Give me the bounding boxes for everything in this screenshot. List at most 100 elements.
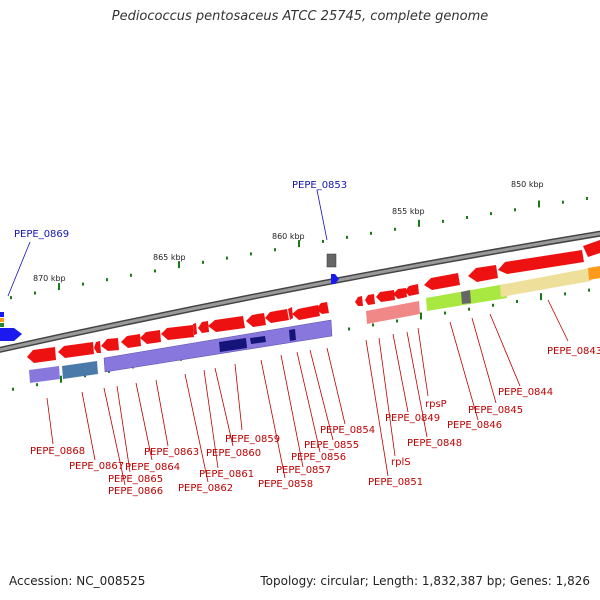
- label-PEPE-0866[interactable]: PEPE_0866: [108, 486, 163, 497]
- cog-bar-navy-2: [250, 336, 266, 344]
- cog-bar-orange: [588, 266, 600, 280]
- scale-tick: [466, 215, 468, 219]
- label-PEPE-0848[interactable]: PEPE_0848: [407, 438, 462, 449]
- label-PEPE-0863[interactable]: PEPE_0863: [144, 447, 199, 458]
- cog-bar-steel: [62, 361, 98, 379]
- scale-tick: [298, 240, 300, 248]
- scale-tick: [274, 248, 276, 252]
- gene-PEPE-0854[interactable]: [292, 305, 320, 320]
- gene-PEPE-0846[interactable]: [424, 273, 460, 290]
- scale-tick: [586, 196, 588, 200]
- gene-PEPE-0869[interactable]: [0, 328, 22, 341]
- label-PEPE-0861[interactable]: PEPE_0861: [199, 469, 254, 480]
- backbone-highlight: [0, 232, 600, 352]
- scale-tick: [540, 293, 542, 301]
- label-rpsP[interactable]: rpsP: [425, 399, 447, 410]
- scale-tick: [34, 291, 36, 295]
- cog-bar-navy-1: [219, 338, 247, 352]
- label-PEPE-0862[interactable]: PEPE_0862: [178, 483, 233, 494]
- cog-bar-pink: [366, 301, 420, 324]
- scale-tick: [348, 327, 350, 331]
- scale-tick: [538, 200, 540, 208]
- scale-tick: [58, 283, 60, 291]
- scale-tick: [370, 231, 372, 235]
- scale-tick: [10, 296, 12, 300]
- label-PEPE-0867[interactable]: PEPE_0867: [69, 461, 124, 472]
- gene-PEPE-0864[interactable]: [101, 338, 119, 351]
- scale-tick: [394, 227, 396, 231]
- label-PEPE-0851[interactable]: PEPE_0851: [368, 477, 423, 488]
- cog-bar-purple: [103, 319, 333, 373]
- gene-PEPE-0848[interactable]: [393, 288, 407, 299]
- gene-PEPE-0857[interactable]: [246, 313, 266, 327]
- cog-bar-grey: [461, 290, 471, 304]
- label-PEPE-0865[interactable]: PEPE_0865: [108, 474, 163, 485]
- label-PEPE-0854[interactable]: PEPE_0854: [320, 425, 375, 436]
- scale-tick: [226, 256, 228, 260]
- label-PEPE-0869[interactable]: PEPE_0869: [14, 229, 69, 240]
- scale-tick: [492, 303, 494, 307]
- reverse-strand: [27, 240, 600, 383]
- label-PEPE-0844[interactable]: PEPE_0844: [498, 387, 553, 398]
- gene-rpsP[interactable]: [405, 284, 419, 296]
- gene-PEPE-0861[interactable]: [161, 325, 194, 340]
- gene-PEPE-0843[interactable]: [583, 240, 600, 257]
- gene-PEPE-0865[interactable]: [58, 342, 94, 358]
- gene-PEPE-0859[interactable]: [198, 321, 209, 333]
- gene-PEPE-0849[interactable]: [376, 290, 395, 302]
- scale-tick: [202, 260, 204, 264]
- scale-tick: [562, 200, 564, 204]
- gene-PEPE-0867[interactable]: [27, 347, 56, 363]
- label-PEPE-0855[interactable]: PEPE_0855: [304, 440, 359, 451]
- scale-tick: [130, 273, 132, 277]
- gene-PEPE-0844[interactable]: [498, 250, 584, 274]
- label-PEPE-0856[interactable]: PEPE_0856: [291, 452, 346, 463]
- cog-mark-orange: [0, 318, 4, 322]
- gene-PEPE-0854b[interactable]: [288, 307, 293, 320]
- cog-mark-blue: [0, 312, 4, 317]
- scale-tick: [154, 269, 156, 273]
- gene-PEPE-0853-arrow[interactable]: [331, 274, 339, 284]
- label-PEPE-0845[interactable]: PEPE_0845: [468, 405, 523, 416]
- scale-tick: [346, 235, 348, 239]
- gene-PEPE-0866[interactable]: [94, 341, 101, 353]
- cog-bar-khaki: [500, 268, 591, 297]
- label-PEPE-0843[interactable]: PEPE_0843: [547, 346, 600, 357]
- gene-PEPE-0863[interactable]: [121, 334, 141, 348]
- label-rplS[interactable]: rplS: [391, 457, 411, 468]
- scale-label-855: 855 kbp: [392, 207, 425, 216]
- gene-PEPE-0851[interactable]: [355, 296, 363, 306]
- scale-tick: [372, 323, 374, 327]
- scale-label-865: 865 kbp: [153, 253, 186, 262]
- gene-PEPE-0860[interactable]: [193, 323, 197, 335]
- label-PEPE-0846[interactable]: PEPE_0846: [447, 420, 502, 431]
- gene-PEPE-0845[interactable]: [468, 265, 498, 282]
- gene-PEPE-0856[interactable]: [265, 309, 289, 323]
- gene-PEPE-0855-part[interactable]: [316, 302, 329, 314]
- gene-PEPE-0853-grey[interactable]: [326, 253, 337, 268]
- scale-tick: [250, 252, 252, 256]
- cog-bar-navy-3: [289, 329, 296, 341]
- gene-PEPE-0862[interactable]: [140, 330, 161, 344]
- gene-PEPE-0858[interactable]: [208, 316, 245, 332]
- scale-tick: [442, 219, 444, 223]
- label-PEPE-0853[interactable]: PEPE_0853: [292, 180, 347, 191]
- cog-mark-green: [0, 323, 4, 327]
- forward-strand: [0, 253, 339, 341]
- scale-tick: [36, 383, 38, 387]
- label-PEPE-0857[interactable]: PEPE_0857: [276, 465, 331, 476]
- scale-label-860: 860 kbp: [272, 232, 305, 241]
- label-PEPE-0860[interactable]: PEPE_0860: [206, 448, 261, 459]
- scale-tick: [322, 239, 324, 243]
- map-title: Pediococcus pentosaceus ATCC 25745, comp…: [111, 9, 489, 24]
- label-PEPE-0859[interactable]: PEPE_0859: [225, 434, 280, 445]
- label-PEPE-0849[interactable]: PEPE_0849: [385, 413, 440, 424]
- label-PEPE-0858[interactable]: PEPE_0858: [258, 479, 313, 490]
- genome-summary-text: Topology: circular; Length: 1,832,387 bp…: [260, 574, 590, 588]
- label-PEPE-0864[interactable]: PEPE_0864: [125, 462, 180, 473]
- label-PEPE-0868[interactable]: PEPE_0868: [30, 446, 85, 457]
- scale-tick: [82, 282, 84, 286]
- gene-rplS[interactable]: [365, 294, 375, 305]
